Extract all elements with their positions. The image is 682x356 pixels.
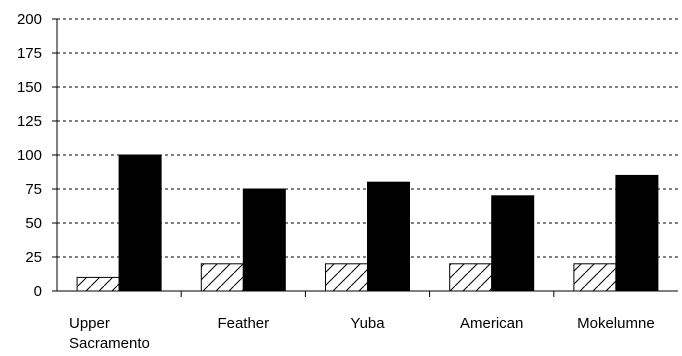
y-tick-label: 150	[17, 79, 42, 96]
x-category-label: American	[460, 315, 523, 332]
y-tick-label: 125	[17, 113, 42, 130]
x-category-label: Feather	[217, 315, 269, 332]
bar	[367, 181, 410, 292]
y-tick-label: 75	[25, 181, 42, 198]
y-tick-label: 25	[25, 249, 42, 266]
bar	[242, 188, 286, 292]
bar	[449, 263, 493, 292]
y-tick-label: 175	[17, 45, 42, 62]
y-tick-label: 200	[17, 11, 42, 28]
labels: 0 25 50 75 100 125 150 175 200 Upper Sacramento Fea…	[17, 11, 655, 352]
bar	[615, 174, 659, 292]
x-category-label: Upper Sacramento	[69, 315, 150, 352]
bar	[76, 276, 120, 292]
x-category-label: Mokelumne	[577, 315, 655, 332]
bars	[76, 154, 659, 292]
bar	[200, 263, 244, 292]
x-category-label: Yuba	[350, 315, 385, 332]
y-tick-label: 50	[25, 215, 42, 232]
y-tick-label: 0	[34, 283, 42, 300]
bar	[325, 263, 368, 292]
axes	[52, 18, 678, 297]
y-tick-label: 100	[17, 147, 42, 164]
bar	[573, 263, 617, 292]
bar	[491, 195, 535, 292]
bar	[118, 154, 162, 292]
